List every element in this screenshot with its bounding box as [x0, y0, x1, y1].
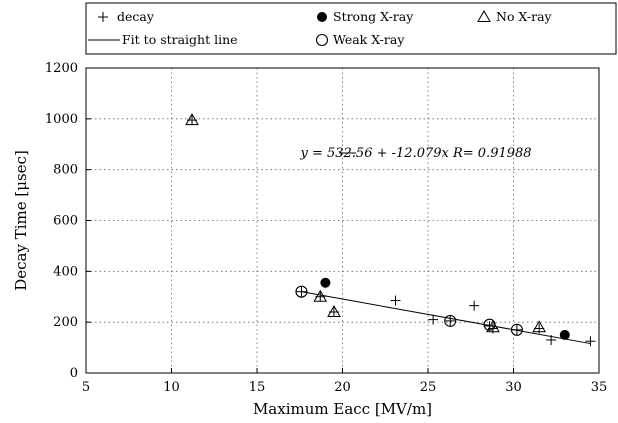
axes: 0 200 400 600 800 1000 1200 5 10 15 20 25 30 35: [45, 61, 607, 395]
decay-point: [546, 334, 557, 345]
decay-point: [98, 12, 108, 22]
x-axis-label: Maximum Eacc [MV/m]: [253, 400, 432, 418]
decay-point: [428, 314, 439, 325]
weak-xray-point: [510, 323, 523, 336]
y-tick-label: 600: [53, 214, 78, 229]
strong-xray-point: [320, 277, 331, 288]
weak-xray-point: [295, 285, 308, 298]
legend: decay Fit to straight line Strong X-ray Wea…: [85, 2, 617, 55]
decay-point: [445, 315, 456, 326]
x-tick-label: 10: [163, 380, 180, 395]
y-tick-label: 0: [70, 366, 78, 381]
decay-point: [585, 336, 596, 347]
legend-label-weak: Weak X-ray: [333, 32, 405, 47]
x-tick-label: 5: [82, 380, 90, 395]
x-tick-label: 15: [249, 380, 266, 395]
y-tick-label: 1000: [45, 112, 78, 127]
no-xray-point: [185, 113, 199, 126]
x-tick-label: 20: [334, 380, 351, 395]
y-tick-label: 200: [53, 315, 78, 330]
x-tick-label: 25: [420, 380, 437, 395]
y-tick-label: 800: [53, 163, 78, 178]
decay-point: [511, 324, 522, 335]
strong-xray-point: [559, 329, 570, 340]
weak-xray-point: [315, 33, 329, 47]
y-axis-label: Decay Time [μsec]: [12, 150, 30, 291]
x-tick-label: 30: [505, 380, 522, 395]
legend-label-none: No X-ray: [496, 9, 553, 24]
legend-box: [85, 2, 617, 55]
x-tick-label: 35: [591, 380, 608, 395]
legend-label-decay: decay: [117, 9, 155, 24]
no-xray-point: [532, 320, 547, 333]
no-xray-point: [486, 320, 500, 333]
y-tick-label: 1200: [45, 61, 78, 76]
weak-xray-point: [444, 314, 457, 327]
legend-label-strong: Strong X-ray: [333, 9, 414, 24]
no-xray-point: [327, 304, 341, 317]
legend-label-fit: Fit to straight line: [122, 32, 238, 47]
fit-equation-annotation: y = 532.56 + -12.079x R= 0.91988: [299, 146, 531, 161]
no-xray-point: [477, 9, 491, 22]
strong-xray-point: [317, 12, 327, 22]
y-tick-label: 400: [53, 264, 78, 279]
decay-point: [296, 286, 307, 297]
decay-point: [390, 295, 401, 306]
no-xray-point: [313, 289, 328, 302]
grid-lines: [86, 68, 599, 373]
decay-point: [469, 300, 480, 311]
data-marks: [185, 113, 596, 347]
